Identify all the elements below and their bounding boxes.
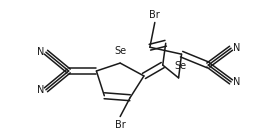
Text: Br: Br: [115, 120, 126, 130]
Text: N: N: [37, 85, 44, 95]
Text: Se: Se: [174, 61, 187, 71]
Text: N: N: [233, 43, 241, 53]
Text: Br: Br: [149, 10, 160, 19]
Text: N: N: [233, 77, 241, 87]
Text: N: N: [37, 47, 44, 57]
Text: Se: Se: [114, 46, 126, 56]
